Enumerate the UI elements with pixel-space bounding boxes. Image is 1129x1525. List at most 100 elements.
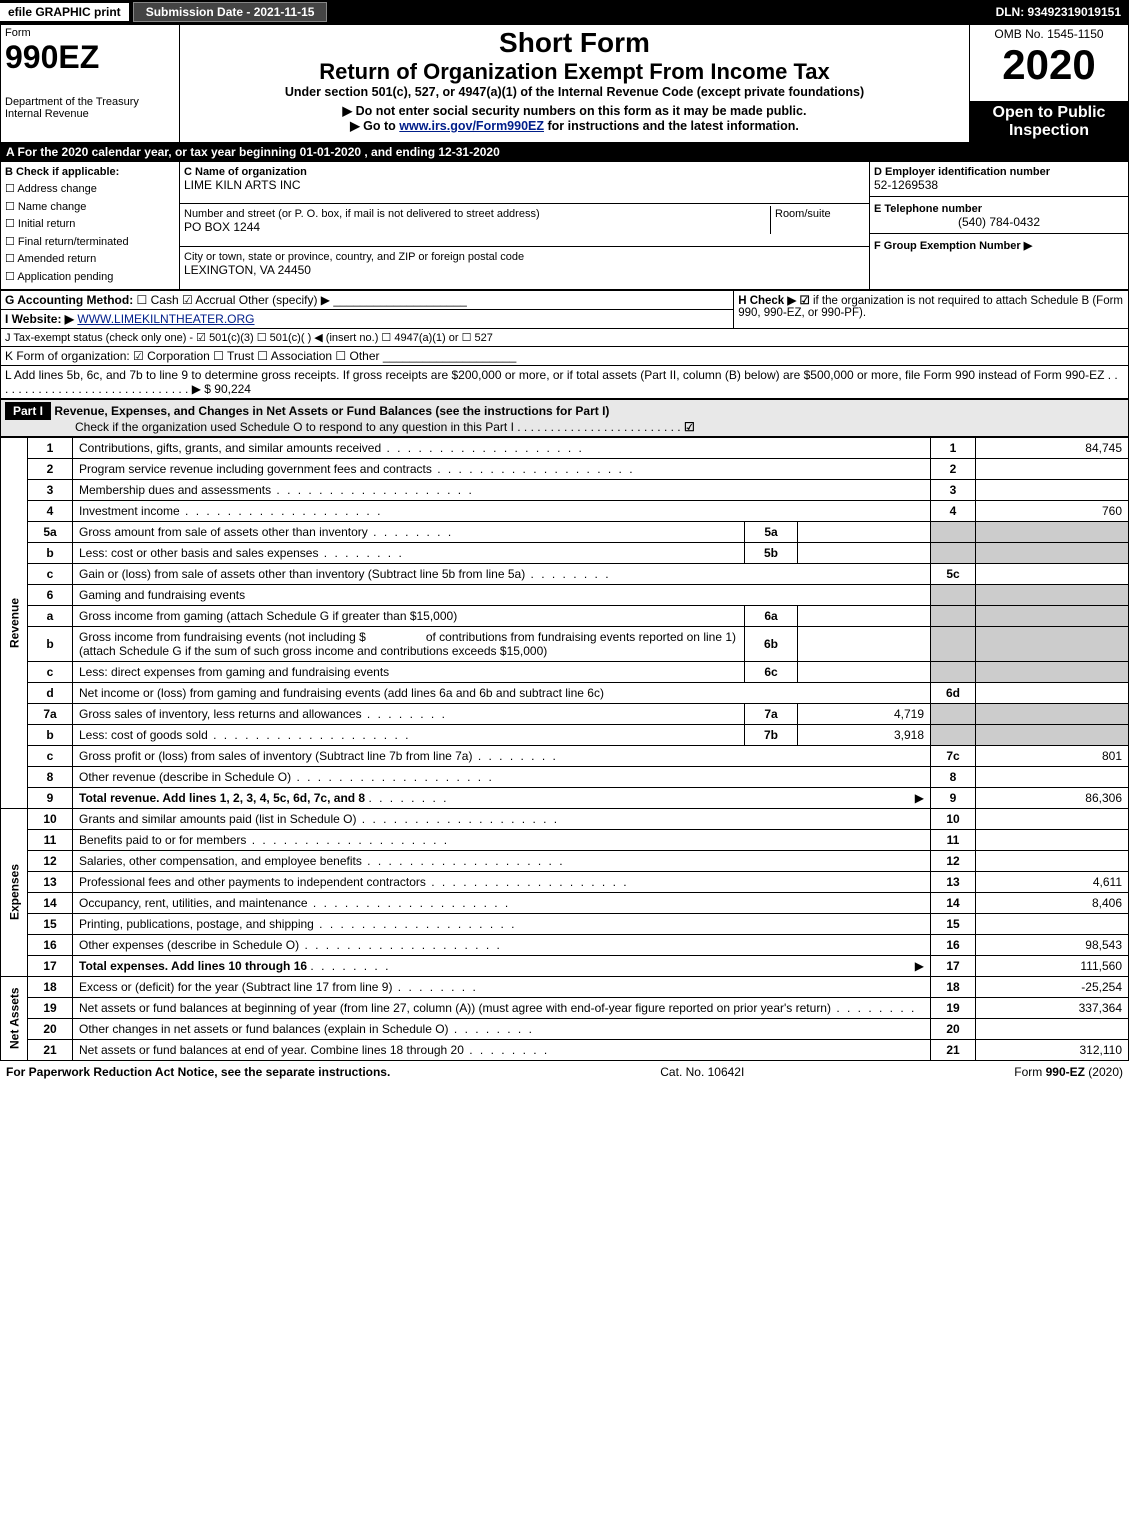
l5c-rn: 5c	[931, 563, 976, 584]
chk-name-change[interactable]: Name change	[18, 201, 87, 213]
l6a-shade1	[931, 605, 976, 626]
section-i-label: I Website: ▶	[5, 312, 74, 326]
l14-num: 14	[28, 892, 73, 913]
org-name: LIME KILN ARTS INC	[184, 178, 300, 192]
l21-desc: Net assets or fund balances at end of ye…	[79, 1043, 549, 1057]
l6-shade1	[931, 584, 976, 605]
chk-initial-return[interactable]: Initial return	[18, 218, 75, 230]
short-form-title: Short Form	[184, 27, 965, 59]
l10-num: 10	[28, 808, 73, 829]
l21-rn: 21	[931, 1039, 976, 1060]
goto-note: ▶ Go to www.irs.gov/Form990EZ for instru…	[184, 118, 965, 133]
part1-label: Part I	[5, 402, 51, 420]
l7b-subamt: 3,918	[798, 724, 931, 745]
l6a-subamt	[798, 605, 931, 626]
l9-num: 9	[28, 787, 73, 808]
l6b-sub: 6b	[745, 626, 798, 661]
l1-num: 1	[28, 437, 73, 458]
l1-amt: 84,745	[976, 437, 1129, 458]
l9-desc: Total revenue. Add lines 1, 2, 3, 4, 5c,…	[79, 791, 365, 805]
submission-date-button[interactable]: Submission Date - 2021-11-15	[133, 2, 328, 22]
l16-rn: 16	[931, 934, 976, 955]
l6c-desc: Less: direct expenses from gaming and fu…	[79, 665, 389, 679]
l17-rn: 17	[931, 955, 976, 976]
dept-label: Department of the Treasury Internal Reve…	[5, 96, 175, 120]
l6d-desc: Net income or (loss) from gaming and fun…	[73, 682, 931, 703]
lines-table: Revenue 1 Contributions, gifts, grants, …	[0, 437, 1129, 1061]
l6c-sub: 6c	[745, 661, 798, 682]
l5b-shade2	[976, 542, 1129, 563]
l5a-desc: Gross amount from sale of assets other t…	[79, 525, 453, 539]
section-l: L Add lines 5b, 6c, and 7b to line 9 to …	[5, 368, 1118, 396]
l5b-shade1	[931, 542, 976, 563]
l18-desc: Excess or (deficit) for the year (Subtra…	[79, 980, 478, 994]
l19-rn: 19	[931, 997, 976, 1018]
l13-rn: 13	[931, 871, 976, 892]
website-link[interactable]: WWW.LIMEKILNTHEATER.ORG	[77, 312, 254, 326]
l5a-subamt	[798, 521, 931, 542]
l3-rn: 3	[931, 479, 976, 500]
l9-arrow: ▶	[915, 791, 924, 805]
l12-rn: 12	[931, 850, 976, 871]
l16-num: 16	[28, 934, 73, 955]
schedule-b-checkbox[interactable]: ☑	[799, 295, 809, 307]
city-label: City or town, state or province, country…	[184, 251, 524, 263]
l9-amt: 86,306	[976, 787, 1129, 808]
part1-checkbox[interactable]: ☑	[684, 420, 695, 434]
l6b-num: b	[28, 626, 73, 661]
efile-print-button[interactable]: efile GRAPHIC print	[0, 3, 129, 21]
l7a-num: 7a	[28, 703, 73, 724]
l6d-rn: 6d	[931, 682, 976, 703]
ssn-warning: ▶ Do not enter social security numbers o…	[184, 103, 965, 118]
l21-num: 21	[28, 1039, 73, 1060]
l7c-amt: 801	[976, 745, 1129, 766]
chk-application-pending[interactable]: Application pending	[17, 271, 113, 283]
org-city: LEXINGTON, VA 24450	[184, 263, 311, 277]
l7b-num: b	[28, 724, 73, 745]
l17-num: 17	[28, 955, 73, 976]
l19-num: 19	[28, 997, 73, 1018]
l2-num: 2	[28, 458, 73, 479]
l8-amt	[976, 766, 1129, 787]
l21-amt: 312,110	[976, 1039, 1129, 1060]
entity-block: B Check if applicable: ☐ Address change …	[0, 161, 1129, 290]
l11-rn: 11	[931, 829, 976, 850]
l7a-shade1	[931, 703, 976, 724]
l9-rn: 9	[931, 787, 976, 808]
chk-amended-return[interactable]: Amended return	[17, 253, 96, 265]
l20-desc: Other changes in net assets or fund bala…	[79, 1022, 534, 1036]
l5c-amt	[976, 563, 1129, 584]
section-k: K Form of organization: ☑ Corporation ☐ …	[5, 349, 516, 363]
l2-rn: 2	[931, 458, 976, 479]
l8-desc: Other revenue (describe in Schedule O)	[79, 770, 494, 784]
l11-amt	[976, 829, 1129, 850]
l7c-num: c	[28, 745, 73, 766]
goto-pre: ▶ Go to	[350, 119, 399, 133]
l3-num: 3	[28, 479, 73, 500]
l6c-shade2	[976, 661, 1129, 682]
l7c-desc: Gross profit or (loss) from sales of inv…	[79, 749, 558, 763]
addr-label: Number and street (or P. O. box, if mail…	[184, 208, 540, 220]
l8-rn: 8	[931, 766, 976, 787]
l4-amt: 760	[976, 500, 1129, 521]
l2-desc: Program service revenue including govern…	[79, 462, 635, 476]
l10-rn: 10	[931, 808, 976, 829]
org-address: PO BOX 1244	[184, 220, 260, 234]
l6c-shade1	[931, 661, 976, 682]
section-e-label: E Telephone number	[874, 203, 982, 215]
chk-final-return[interactable]: Final return/terminated	[18, 236, 129, 248]
l20-num: 20	[28, 1018, 73, 1039]
l11-desc: Benefits paid to or for members	[79, 833, 449, 847]
omb-number: OMB No. 1545-1150	[974, 27, 1124, 41]
chk-address-change[interactable]: Address change	[17, 183, 97, 195]
l6a-num: a	[28, 605, 73, 626]
top-bar: efile GRAPHIC print Submission Date - 20…	[0, 0, 1129, 24]
l5b-desc: Less: cost or other basis and sales expe…	[79, 546, 404, 560]
irs-link[interactable]: www.irs.gov/Form990EZ	[399, 119, 544, 133]
l6a-sub: 6a	[745, 605, 798, 626]
l7a-sub: 7a	[745, 703, 798, 724]
l6b-desc1: Gross income from fundraising events (no…	[79, 630, 366, 644]
l5a-shade2	[976, 521, 1129, 542]
l18-rn: 18	[931, 976, 976, 997]
l7b-sub: 7b	[745, 724, 798, 745]
